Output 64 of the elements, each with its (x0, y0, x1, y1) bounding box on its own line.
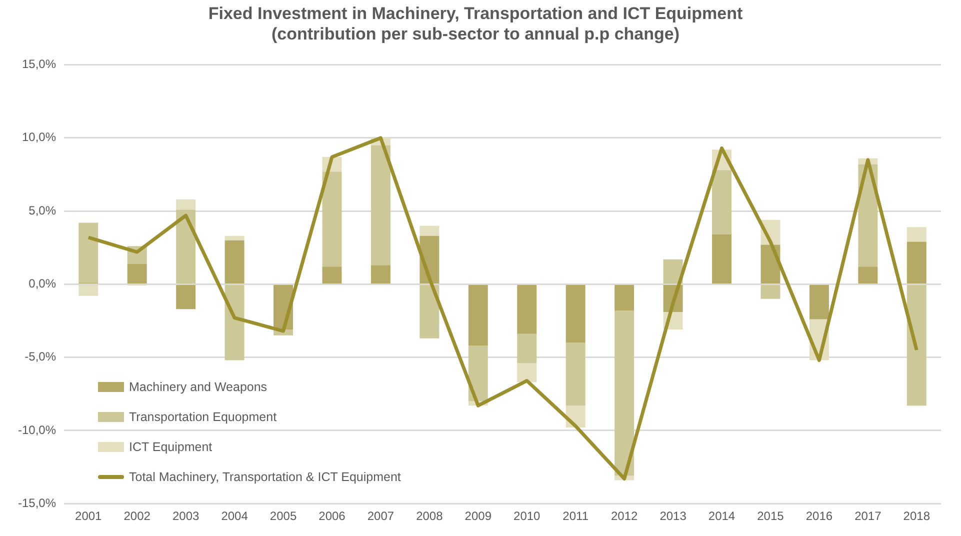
chart-title: Fixed Investment in Machinery, Transportation and ICT Equipment (208, 4, 743, 23)
bar (370, 265, 390, 284)
x-tick-label: 2010 (514, 509, 541, 524)
bar (78, 284, 98, 296)
bar (176, 284, 196, 310)
bar (370, 145, 390, 266)
bar (566, 342, 586, 406)
legend-label: Machinery and Weapons (129, 380, 268, 394)
x-tick-label: 2017 (854, 509, 882, 524)
bar (712, 234, 732, 284)
x-tick-label: 2008 (416, 509, 444, 524)
x-tick-label: 2009 (464, 509, 492, 524)
x-tick-label: 2002 (124, 509, 151, 524)
x-tick-label: 2007 (367, 509, 394, 524)
bar (906, 284, 926, 406)
bar (663, 259, 683, 284)
bar (224, 284, 244, 360)
bar (224, 236, 244, 240)
x-tick-label: 2004 (221, 509, 248, 524)
x-tick-label: 2012 (610, 509, 638, 524)
y-tick-label: -15,0% (18, 496, 56, 510)
x-tick-label: 2015 (757, 509, 784, 524)
x-tick-label: 2003 (172, 509, 200, 524)
x-tick-label: 2011 (562, 509, 589, 524)
x-tick-label: 2005 (270, 509, 297, 524)
bar (224, 240, 244, 284)
bar (517, 284, 537, 334)
x-tick-label: 2013 (660, 509, 687, 524)
x-tick-label: 2016 (806, 509, 833, 524)
y-tick-label: 5,0% (28, 203, 56, 218)
bar (614, 310, 634, 476)
y-tick-label: 10,0% (22, 130, 56, 144)
y-tick-label: -5,0% (24, 350, 56, 364)
bar (517, 363, 537, 382)
bar (906, 242, 926, 284)
bar (468, 284, 488, 346)
bar (517, 334, 537, 364)
legend-label: Transportation Equopment (129, 410, 277, 424)
bar (127, 264, 147, 284)
y-tick-label: 15,0% (22, 57, 56, 72)
bar (712, 170, 732, 234)
bar (809, 284, 829, 320)
bar (322, 172, 342, 267)
bar (614, 284, 634, 311)
bar (176, 210, 196, 284)
chart-subtitle: (contribution per sub-sector to annual p.p change) (271, 24, 680, 44)
bar (420, 284, 440, 338)
legend-label: Total Machinery, Transportation & ICT Equipment (129, 470, 401, 484)
x-tick-label: 2001 (75, 509, 102, 524)
bar (566, 284, 586, 343)
y-tick-label: 0,0% (28, 276, 56, 291)
x-tick-label: 2018 (903, 509, 930, 524)
bar (906, 227, 926, 242)
bar (760, 284, 780, 299)
x-tick-label: 2014 (708, 509, 736, 524)
bar (468, 346, 488, 402)
bar (420, 226, 440, 236)
x-tick-label: 2006 (318, 509, 346, 524)
bar (858, 266, 878, 284)
bar (176, 199, 196, 210)
bar (322, 266, 342, 284)
legend-label: ICT Equipment (129, 440, 212, 454)
bar (78, 222, 98, 283)
y-tick-label: -10,0% (18, 422, 56, 437)
